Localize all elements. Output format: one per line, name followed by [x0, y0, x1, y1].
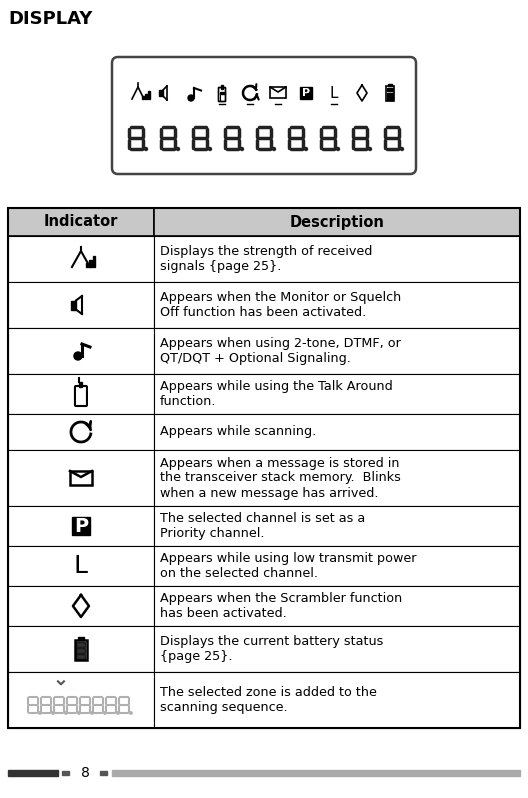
Text: The selected zone is added to the
scanning sequence.: The selected zone is added to the scanni…	[160, 686, 377, 714]
Bar	[75, 640, 87, 660]
Bar	[154, 414, 520, 450]
Bar	[154, 374, 520, 414]
Bar	[8, 770, 58, 776]
Bar	[8, 236, 154, 282]
Bar	[142, 96, 144, 99]
Text: L: L	[330, 85, 338, 101]
Bar	[8, 282, 154, 328]
Bar	[387, 88, 393, 91]
Circle shape	[65, 712, 67, 714]
Bar	[70, 471, 92, 485]
Bar	[8, 374, 154, 414]
Circle shape	[176, 148, 180, 151]
Bar	[154, 208, 520, 236]
FancyBboxPatch shape	[219, 88, 225, 101]
Circle shape	[336, 148, 340, 151]
Bar	[300, 87, 312, 99]
Text: Appears while using low transmit power
on the selected channel.: Appears while using low transmit power o…	[160, 552, 417, 580]
Text: 8: 8	[81, 766, 89, 780]
Circle shape	[188, 95, 194, 101]
Bar	[72, 517, 90, 535]
Text: P: P	[302, 88, 310, 98]
Bar	[86, 263, 89, 267]
Bar	[93, 256, 96, 267]
Bar	[154, 546, 520, 586]
Text: Appears while scanning.: Appears while scanning.	[160, 425, 316, 438]
Bar	[77, 654, 86, 659]
Text: Description: Description	[289, 215, 384, 230]
Circle shape	[104, 712, 106, 714]
Circle shape	[117, 712, 119, 714]
Bar	[62, 771, 69, 775]
Circle shape	[240, 148, 243, 151]
Circle shape	[78, 712, 80, 714]
Bar	[154, 450, 520, 506]
Bar	[387, 93, 393, 96]
Bar	[8, 546, 154, 586]
Bar	[77, 642, 86, 647]
Text: P: P	[74, 516, 88, 535]
Bar	[388, 84, 392, 86]
Bar	[8, 672, 154, 728]
Text: Displays the strength of received
signals {page 25}.: Displays the strength of received signal…	[160, 245, 372, 273]
Circle shape	[305, 148, 307, 151]
Text: Indicator: Indicator	[44, 215, 118, 230]
Text: Appears when the Scrambler function
has been activated.: Appears when the Scrambler function has …	[160, 592, 402, 620]
Bar	[112, 770, 520, 776]
Bar	[154, 282, 520, 328]
Bar	[8, 208, 154, 236]
Bar	[154, 328, 520, 374]
Bar	[159, 90, 163, 96]
Bar	[148, 91, 150, 99]
Bar	[8, 450, 154, 506]
Bar	[8, 414, 154, 450]
Circle shape	[272, 148, 276, 151]
Bar	[270, 87, 286, 98]
Text: L: L	[74, 554, 88, 578]
Text: Displays the current battery status
{page 25}.: Displays the current battery status {pag…	[160, 635, 383, 663]
FancyBboxPatch shape	[112, 57, 416, 174]
Bar	[387, 97, 393, 100]
Circle shape	[39, 712, 41, 714]
Circle shape	[209, 148, 212, 151]
Bar	[8, 626, 154, 672]
Circle shape	[369, 148, 372, 151]
Bar	[154, 236, 520, 282]
Bar	[386, 86, 394, 101]
Bar	[221, 85, 223, 89]
Bar	[154, 626, 520, 672]
Text: Appears while using the Talk Around
function.: Appears while using the Talk Around func…	[160, 380, 393, 408]
Bar	[71, 301, 76, 310]
Circle shape	[74, 352, 82, 360]
Circle shape	[130, 712, 132, 714]
Bar	[77, 648, 86, 653]
Text: Appears when the Monitor or Squelch
Off function has been activated.: Appears when the Monitor or Squelch Off …	[160, 291, 401, 319]
Circle shape	[145, 148, 147, 151]
Bar	[8, 586, 154, 626]
Bar	[8, 506, 154, 546]
Bar	[79, 382, 82, 387]
Bar	[100, 771, 107, 775]
Bar	[154, 506, 520, 546]
FancyBboxPatch shape	[75, 386, 87, 406]
Text: Appears when a message is stored in
the transceiver stack memory.  Blinks
when a: Appears when a message is stored in the …	[160, 456, 401, 500]
Bar	[154, 586, 520, 626]
Text: The selected channel is set as a
Priority channel.: The selected channel is set as a Priorit…	[160, 512, 365, 540]
Bar	[89, 260, 92, 267]
Bar	[154, 672, 520, 728]
Bar	[78, 637, 84, 640]
Bar	[8, 208, 520, 728]
Text: Appears when using 2-tone, DTMF, or
QT/DQT + Optional Signaling.: Appears when using 2-tone, DTMF, or QT/D…	[160, 337, 401, 365]
Circle shape	[91, 712, 93, 714]
Bar	[220, 93, 224, 94]
Bar	[145, 94, 147, 99]
Circle shape	[401, 148, 403, 151]
Bar	[8, 328, 154, 374]
Text: DISPLAY: DISPLAY	[8, 10, 92, 28]
Circle shape	[52, 712, 54, 714]
